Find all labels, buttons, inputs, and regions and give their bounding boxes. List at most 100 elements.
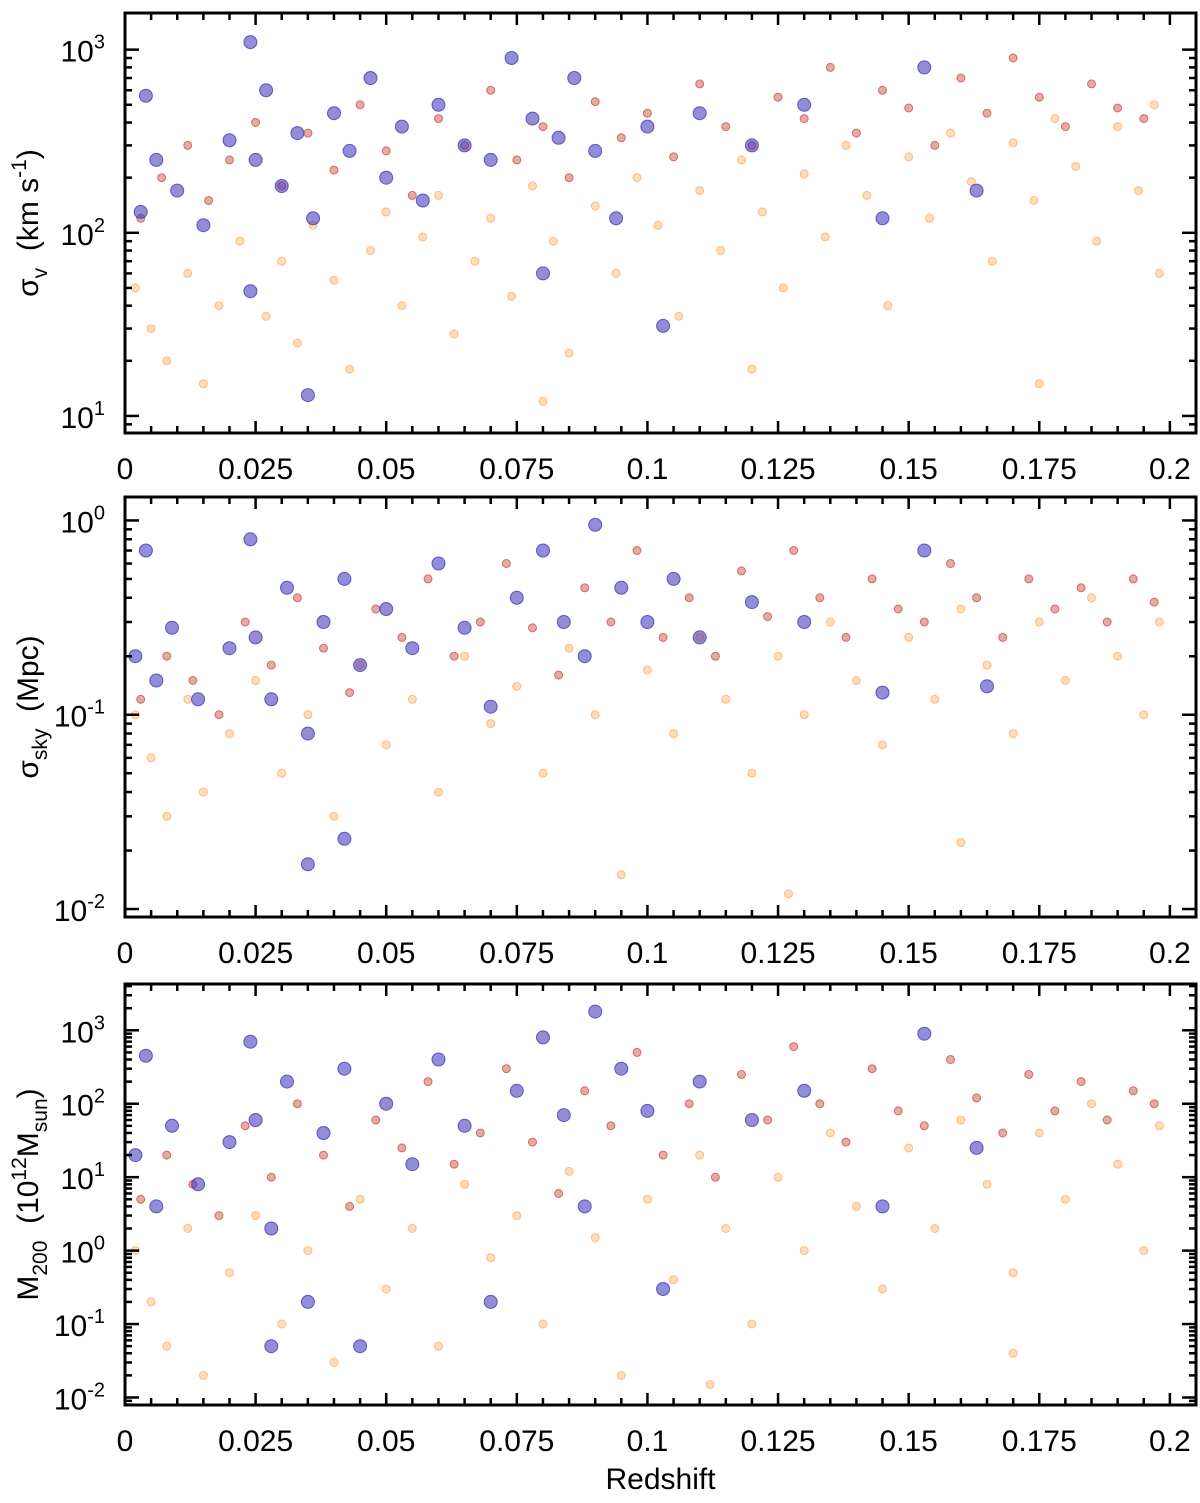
data-point [784, 889, 793, 899]
data-point [556, 1108, 571, 1123]
data-point [998, 632, 1008, 642]
data-point [797, 97, 812, 112]
data-point [266, 660, 276, 670]
data-point [632, 1047, 642, 1057]
data-point [551, 130, 566, 145]
data-point [917, 1026, 932, 1041]
data-point [904, 632, 914, 642]
data-point [841, 632, 851, 642]
data-point [653, 220, 663, 230]
data-point [815, 593, 825, 603]
data-point [434, 114, 443, 124]
data-point [431, 1052, 446, 1067]
data-point [138, 1048, 153, 1063]
data-point [528, 623, 537, 633]
y-label-part: σ [12, 278, 45, 297]
data-point [616, 1370, 626, 1380]
data-point [590, 97, 600, 107]
data-point [614, 1061, 629, 1076]
data-point [342, 143, 357, 158]
data-point [1113, 651, 1123, 661]
data-points [128, 517, 1164, 899]
data-point [379, 1096, 394, 1111]
data-point [972, 593, 982, 603]
tick-base: 10 [61, 219, 94, 252]
data-point [564, 173, 574, 183]
data-point [577, 649, 592, 664]
x-tick-label: 0.075 [479, 1425, 554, 1458]
y-label-part: M [12, 1276, 45, 1301]
x-tick-label: 0.2 [1149, 453, 1191, 486]
data-point [183, 268, 193, 278]
data-point [329, 1357, 339, 1367]
data-point [483, 699, 498, 714]
data-point [379, 602, 394, 616]
data-point [1102, 617, 1112, 627]
data-point [170, 183, 185, 198]
data-point [1154, 1121, 1164, 1131]
data-point [248, 630, 263, 645]
data-point [666, 571, 681, 586]
series-1 [130, 593, 1164, 899]
data-point [656, 1282, 671, 1296]
tick-base: 10 [61, 1016, 94, 1049]
y-label-part: v [29, 267, 52, 278]
data-point [744, 138, 759, 153]
data-point [397, 632, 407, 642]
data-point [243, 1034, 258, 1049]
data-point [982, 1179, 992, 1189]
data-point [1102, 1115, 1112, 1125]
data-point [669, 1275, 679, 1285]
data-point [371, 1115, 381, 1125]
x-tick-label: 0.05 [357, 937, 415, 970]
data-point [353, 658, 368, 673]
data-point [642, 1194, 652, 1204]
data-point [457, 620, 472, 635]
data-point [157, 173, 167, 183]
data-point [165, 620, 179, 635]
data-point [1008, 729, 1018, 739]
x-tick-label: 0.15 [879, 453, 937, 486]
data-point [248, 152, 263, 167]
data-point [658, 1150, 668, 1160]
data-point [222, 133, 237, 148]
tick-exponent: -2 [87, 891, 105, 913]
data-point [554, 670, 564, 680]
data-point [300, 857, 315, 872]
tick-exponent: 3 [94, 1012, 105, 1034]
data-point [512, 1211, 522, 1221]
data-point [248, 1113, 263, 1127]
data-point [214, 710, 224, 720]
data-point [536, 1030, 550, 1045]
data-point [183, 140, 193, 150]
data-point [501, 559, 511, 568]
data-point [434, 787, 443, 797]
data-point [345, 364, 355, 374]
data-point [130, 283, 140, 293]
data-point [564, 348, 574, 358]
tick-exponent: 2 [94, 215, 105, 237]
data-point [1034, 1128, 1044, 1138]
tick-exponent: 1 [94, 398, 105, 420]
data-point [225, 1268, 234, 1278]
x-tick-label: 0.125 [741, 453, 816, 486]
tick-exponent: -1 [87, 697, 105, 719]
y-label-part: (km s [12, 178, 45, 268]
data-point [640, 119, 655, 134]
series-2 [136, 53, 1149, 223]
y-tick-label: 100 [61, 502, 106, 539]
data-point [486, 213, 496, 223]
data-point [705, 1380, 715, 1390]
data-point [1139, 114, 1149, 124]
data-point [133, 204, 148, 219]
x-tick-label: 0.175 [1002, 453, 1077, 486]
data-point [669, 152, 679, 162]
data-point [878, 85, 887, 95]
data-point [251, 676, 261, 685]
data-point [669, 729, 679, 739]
tick-exponent: 0 [94, 1233, 105, 1255]
data-point [434, 190, 443, 200]
x-tick-label: 0.1 [627, 1425, 669, 1458]
data-point [893, 1106, 903, 1116]
data-point [528, 1137, 537, 1147]
